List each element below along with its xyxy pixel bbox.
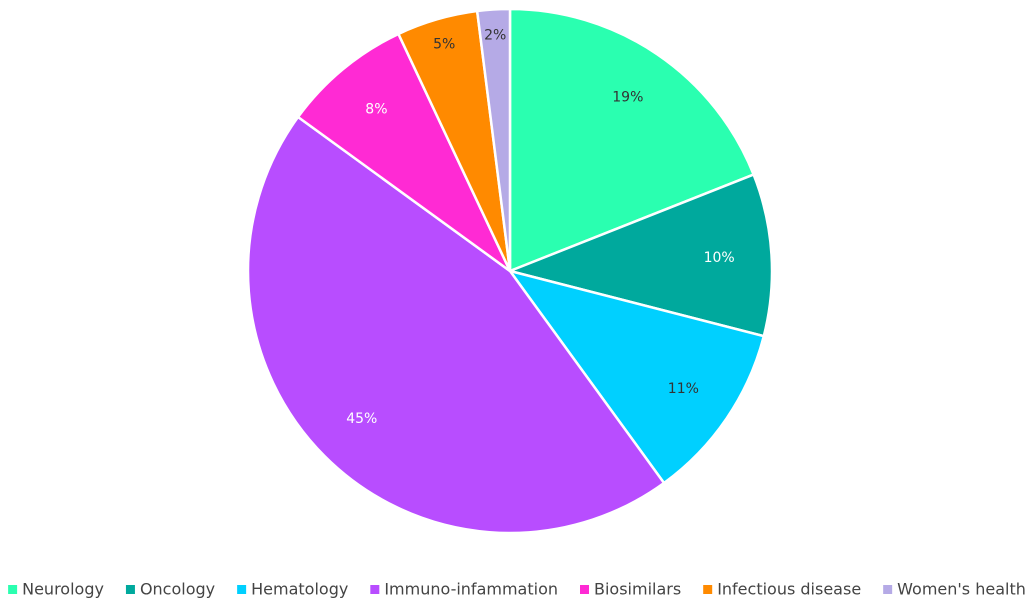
legend-marker (125, 585, 135, 594)
legend-label: Women's health (897, 580, 1026, 599)
pie-slice (508, 7, 756, 273)
legend-label: Neurology (22, 580, 104, 599)
legend-label: Oncology (140, 580, 215, 599)
pie-slice (506, 268, 766, 485)
value-label: 10% (704, 250, 735, 266)
legend-label: Hematology (251, 580, 348, 599)
value-label: 19% (612, 90, 643, 106)
pie-slice (296, 32, 512, 273)
legend-marker (703, 585, 713, 594)
pie-slice (505, 172, 774, 338)
legend-marker (580, 585, 590, 594)
legend-marker (370, 585, 380, 594)
value-label: 5% (433, 37, 455, 53)
legend-marker (8, 585, 18, 594)
value-label: 11% (668, 381, 699, 397)
value-label: 8% (365, 102, 387, 118)
pie-slice (246, 115, 666, 535)
value-label: 45% (346, 411, 377, 427)
value-label: 2% (484, 28, 506, 44)
legend-label: Infectious disease (717, 580, 861, 599)
legend-marker (883, 585, 893, 594)
legend-marker (237, 585, 247, 594)
legend-label: Immuno-infammation (384, 580, 558, 599)
pie-slice (475, 7, 512, 272)
legend-label: Biosimilars (594, 580, 681, 599)
